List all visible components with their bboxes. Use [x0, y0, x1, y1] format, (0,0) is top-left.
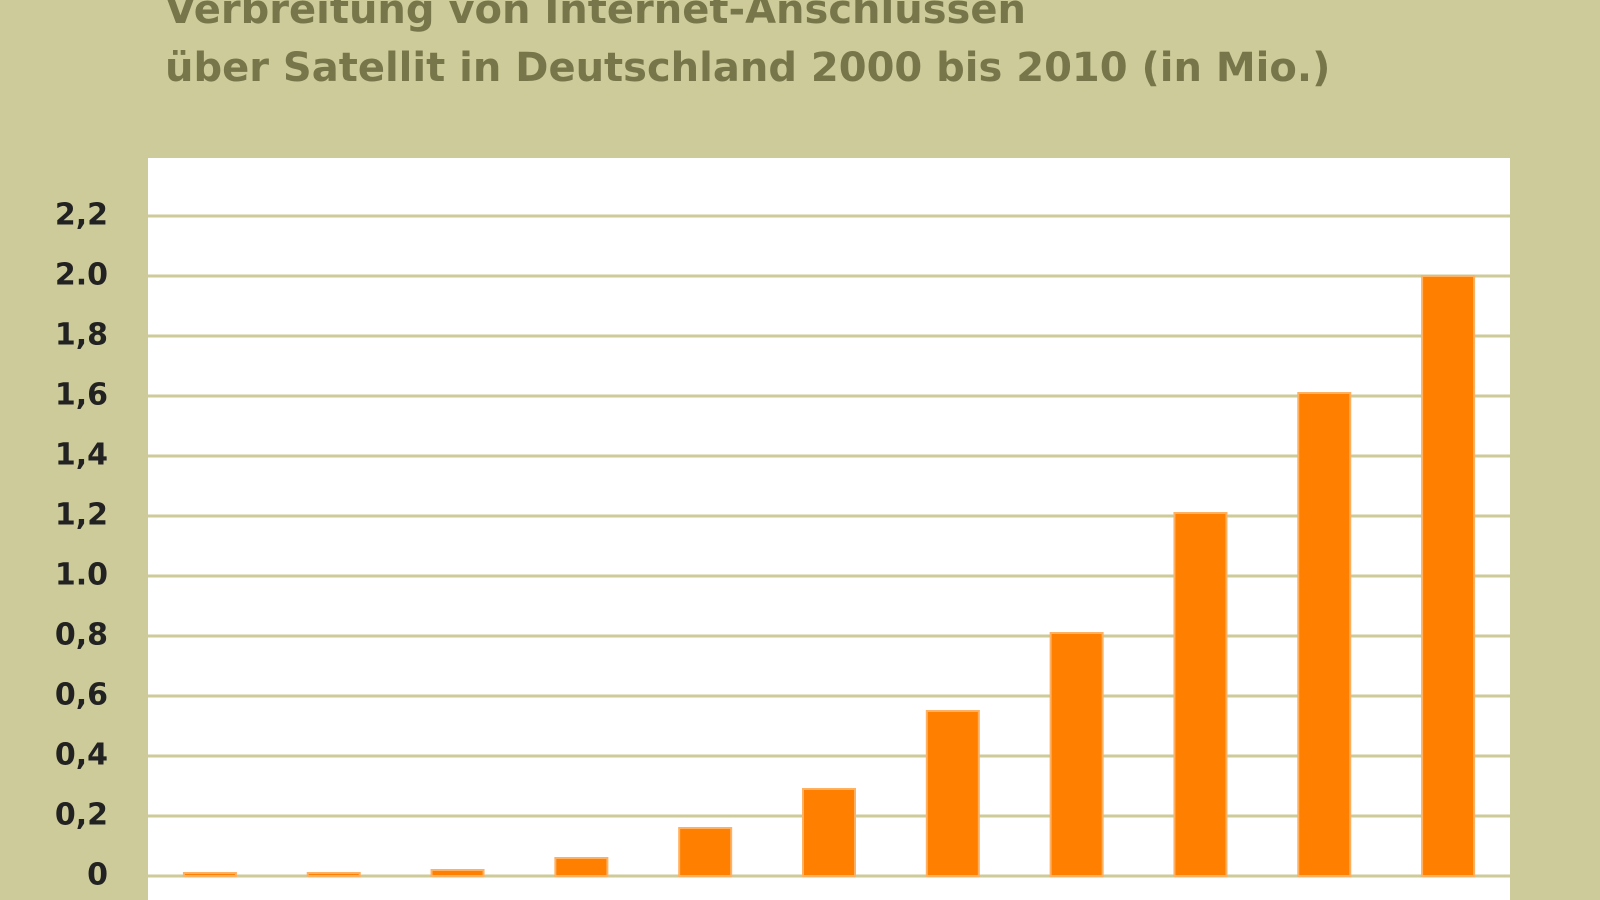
- y-tick-label: 1.0: [55, 558, 108, 593]
- y-tick-label: 1,2: [55, 498, 108, 533]
- bar: [1297, 392, 1352, 877]
- y-tick-label: 0: [87, 858, 108, 893]
- y-tick-label: 0,8: [55, 618, 108, 653]
- plot-area: [148, 158, 1510, 900]
- bar: [306, 872, 361, 877]
- chart-title: Verbreitung von Internet-Anschlüssen: [165, 0, 1026, 33]
- y-tick-label: 2.0: [55, 258, 108, 293]
- y-tick-label: 0,4: [55, 738, 108, 773]
- bar: [554, 857, 609, 877]
- bar: [430, 869, 485, 877]
- y-tick-label: 0,2: [55, 798, 108, 833]
- bar: [182, 872, 237, 877]
- bar: [801, 788, 857, 877]
- chart-title: über Satellit in Deutschland 2000 bis 20…: [165, 45, 1330, 91]
- y-tick-label: 1,4: [55, 438, 108, 473]
- bar: [1421, 275, 1476, 877]
- bar: [925, 710, 980, 877]
- y-tick-label: 1,6: [55, 378, 108, 413]
- bar: [1173, 512, 1228, 877]
- y-tick-label: 2,2: [55, 198, 108, 233]
- bar: [678, 827, 733, 877]
- y-tick-label: 0,6: [55, 678, 108, 713]
- y-tick-label: 1,8: [55, 318, 108, 353]
- bar: [1049, 632, 1104, 877]
